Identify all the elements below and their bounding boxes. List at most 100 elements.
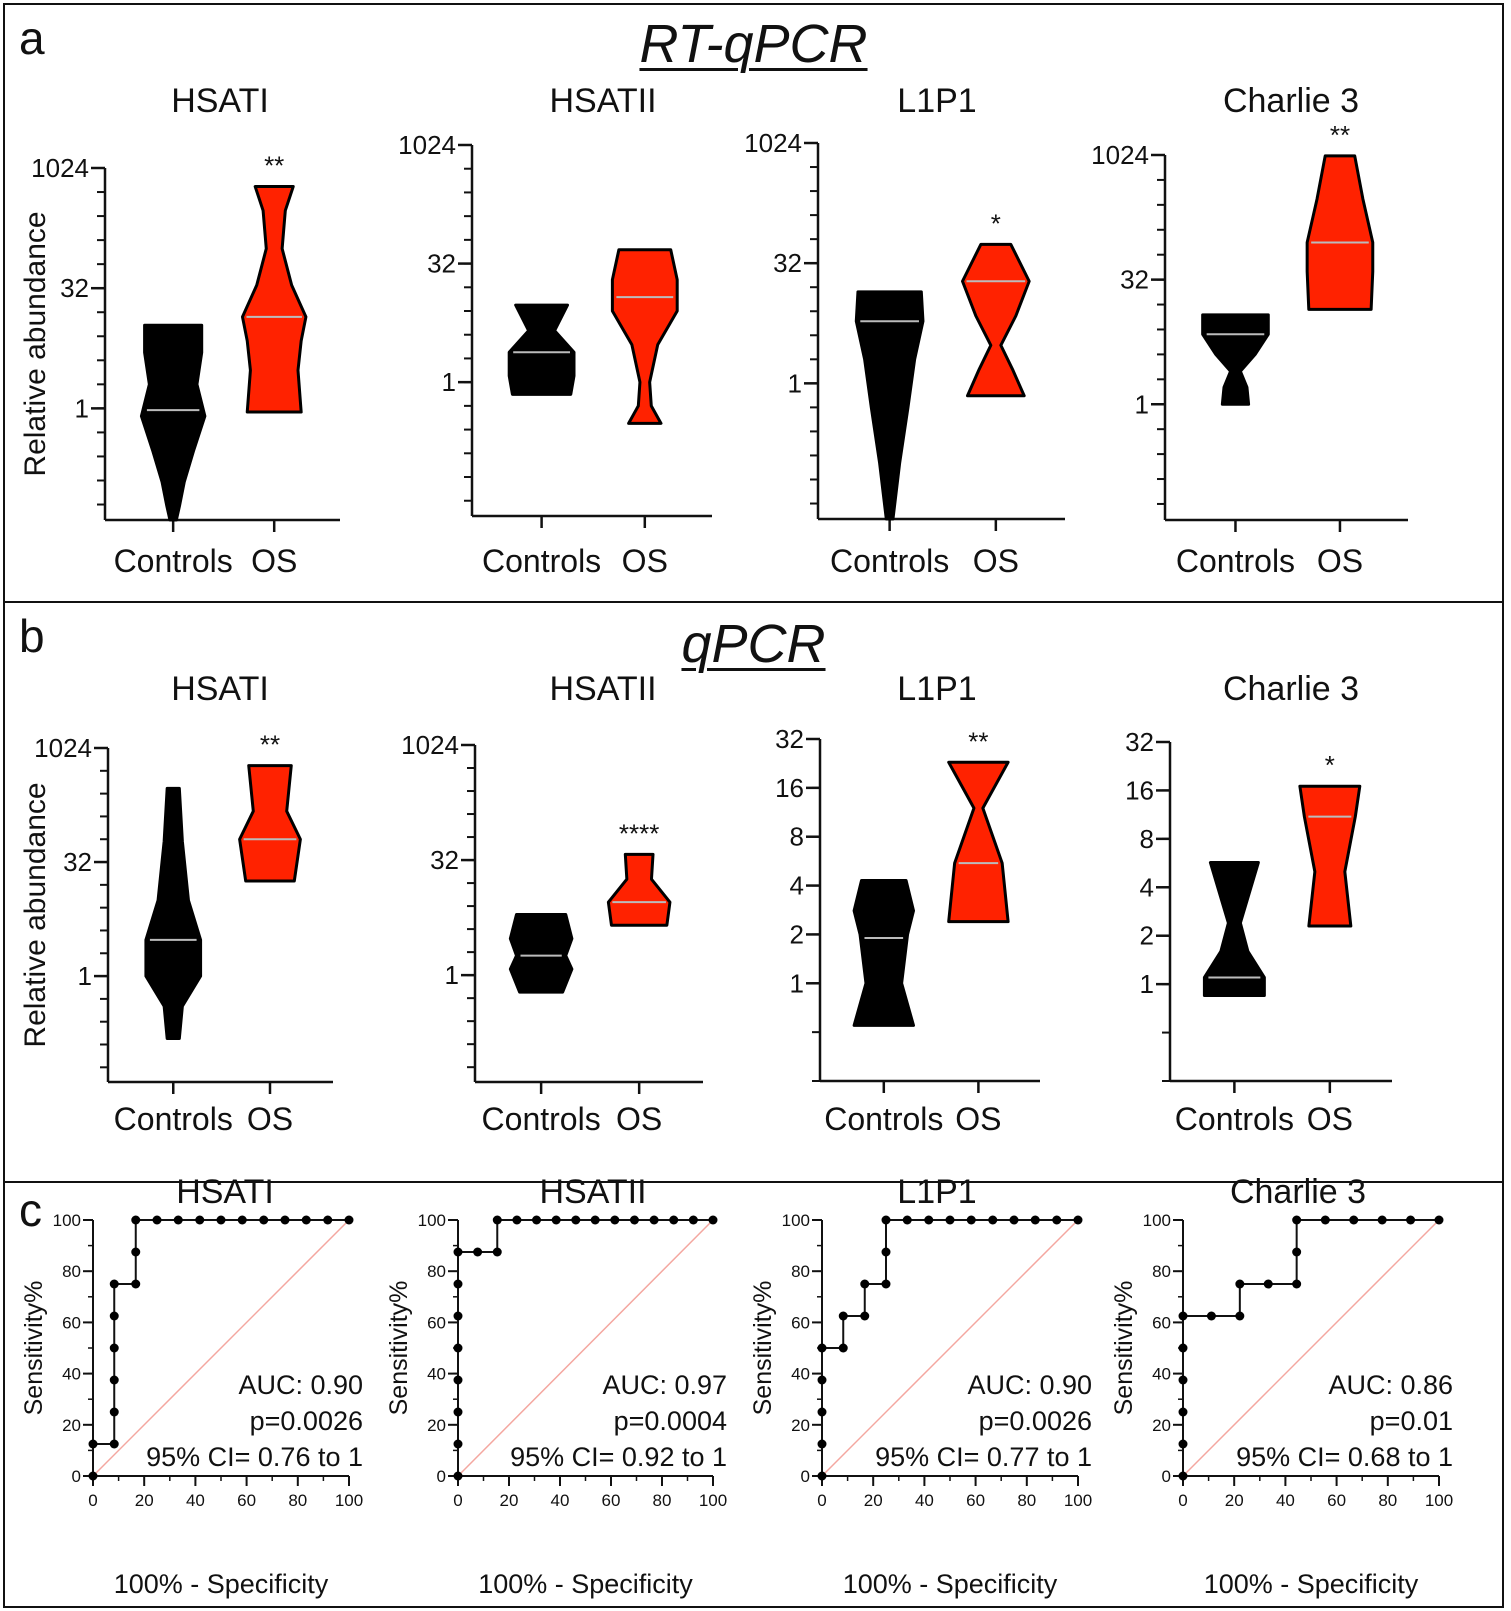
y-tick-label: 100 bbox=[1143, 1211, 1171, 1230]
y-tick-label: 1 bbox=[78, 961, 92, 991]
plot-title: HSATII bbox=[549, 82, 656, 120]
roc-point bbox=[453, 1439, 463, 1449]
roc-point bbox=[453, 1279, 463, 1289]
x-tick-label: 100 bbox=[699, 1491, 727, 1510]
roc-point bbox=[473, 1247, 483, 1257]
x-tick-label: 80 bbox=[1378, 1491, 1397, 1510]
roc-point bbox=[817, 1471, 827, 1481]
x-tick-label: 20 bbox=[500, 1491, 519, 1510]
x-tick-label: 0 bbox=[1178, 1491, 1187, 1510]
x-tick-label: Controls bbox=[114, 1101, 233, 1137]
auc-annotation: AUC: 0.90 bbox=[967, 1370, 1092, 1400]
reference-diagonal bbox=[457, 1219, 714, 1477]
plot-title: L1P1 bbox=[897, 82, 976, 120]
roc-point bbox=[109, 1407, 119, 1417]
violin-os bbox=[947, 760, 1010, 924]
x-tick-label: 0 bbox=[817, 1491, 826, 1510]
significance-marker: * bbox=[1325, 750, 1335, 780]
x-tick-label: 20 bbox=[864, 1491, 883, 1510]
y-tick-label: 1024 bbox=[744, 128, 802, 158]
y-tick-label: 80 bbox=[791, 1262, 810, 1281]
y-tick-label: 32 bbox=[1125, 727, 1154, 757]
significance-marker: ** bbox=[260, 730, 280, 760]
violin-controls bbox=[144, 786, 203, 1041]
panel-c-letter: c bbox=[19, 1184, 42, 1236]
roc-point bbox=[512, 1215, 522, 1225]
x-tick-label: 40 bbox=[551, 1491, 570, 1510]
roc-point bbox=[688, 1215, 698, 1225]
reference-diagonal bbox=[92, 1219, 350, 1477]
y-tick-label: 8 bbox=[1140, 824, 1154, 854]
y-tick-label: 60 bbox=[427, 1313, 446, 1332]
x-axis-label: 100% - Specificity bbox=[1204, 1569, 1419, 1599]
violin-os bbox=[1305, 154, 1375, 311]
panel-b: b qPCR bbox=[3, 601, 1504, 1183]
x-tick-label: Controls bbox=[482, 1101, 601, 1137]
y-tick-label: 1024 bbox=[398, 130, 456, 160]
roc-point bbox=[109, 1439, 119, 1449]
x-tick-label: Controls bbox=[114, 543, 233, 579]
roc-point bbox=[237, 1215, 247, 1225]
significance-marker: **** bbox=[619, 818, 659, 848]
y-axis-label: Relative abundance bbox=[19, 782, 52, 1047]
roc-point bbox=[131, 1215, 141, 1225]
y-tick-label: 1 bbox=[1135, 389, 1149, 419]
y-tick-label: 60 bbox=[62, 1313, 81, 1332]
roc-point bbox=[88, 1439, 98, 1449]
plot-title: Charlie 3 bbox=[1223, 82, 1359, 120]
y-axis-label: Sensitivity% bbox=[20, 1281, 48, 1416]
roc-point bbox=[860, 1279, 870, 1289]
y-tick-label: 60 bbox=[1152, 1313, 1171, 1332]
x-tick-label: 0 bbox=[453, 1491, 462, 1510]
y-tick-label: 2 bbox=[790, 919, 804, 949]
roc-point bbox=[1009, 1215, 1019, 1225]
roc-point bbox=[1292, 1215, 1302, 1225]
y-tick-label: 2 bbox=[1140, 921, 1154, 951]
x-tick-label: 0 bbox=[88, 1491, 97, 1510]
roc-point bbox=[88, 1471, 98, 1481]
roc-title: HSATII bbox=[539, 1173, 646, 1211]
roc-point bbox=[453, 1247, 463, 1257]
roc-point bbox=[649, 1215, 659, 1225]
y-tick-label: 4 bbox=[790, 871, 804, 901]
y-tick-label: 1 bbox=[442, 367, 456, 397]
roc-point bbox=[1178, 1311, 1188, 1321]
y-tick-label: 100 bbox=[418, 1211, 446, 1230]
auc-annotation: AUC: 0.97 bbox=[602, 1370, 727, 1400]
roc-point bbox=[109, 1311, 119, 1321]
plot-title: Charlie 3 bbox=[1223, 670, 1359, 708]
y-tick-label: 1 bbox=[790, 968, 804, 998]
roc-curve bbox=[457, 1219, 713, 1476]
y-tick-label: 80 bbox=[1152, 1262, 1171, 1281]
roc-point bbox=[1235, 1311, 1245, 1321]
roc-point bbox=[532, 1215, 542, 1225]
y-tick-label: 32 bbox=[1120, 265, 1149, 295]
violin-os bbox=[240, 185, 308, 414]
roc-point bbox=[1178, 1375, 1188, 1385]
roc-point bbox=[453, 1311, 463, 1321]
x-tick-label: Controls bbox=[1176, 543, 1295, 579]
y-tick-label: 40 bbox=[791, 1365, 810, 1384]
roc-point bbox=[131, 1247, 141, 1257]
y-tick-label: 100 bbox=[782, 1211, 810, 1230]
violin-os bbox=[1298, 784, 1362, 928]
reference-diagonal bbox=[1182, 1219, 1440, 1477]
y-tick-label: 100 bbox=[53, 1211, 81, 1230]
x-tick-label: 80 bbox=[653, 1491, 672, 1510]
violin-os bbox=[610, 248, 679, 425]
roc-point bbox=[988, 1215, 998, 1225]
roc-point bbox=[966, 1215, 976, 1225]
roc-point bbox=[669, 1215, 679, 1225]
roc-point bbox=[817, 1439, 827, 1449]
x-tick-label: 100 bbox=[1064, 1491, 1092, 1510]
ci-annotation: 95% CI= 0.68 to 1 bbox=[1236, 1442, 1453, 1472]
x-tick-label: 100 bbox=[1425, 1491, 1453, 1510]
y-tick-label: 40 bbox=[1152, 1365, 1171, 1384]
y-tick-label: 32 bbox=[60, 273, 89, 303]
roc-point bbox=[492, 1247, 502, 1257]
roc-point bbox=[453, 1407, 463, 1417]
roc-point bbox=[1292, 1247, 1302, 1257]
roc-point bbox=[881, 1247, 891, 1257]
y-tick-label: 1 bbox=[788, 368, 802, 398]
roc-point bbox=[152, 1215, 162, 1225]
